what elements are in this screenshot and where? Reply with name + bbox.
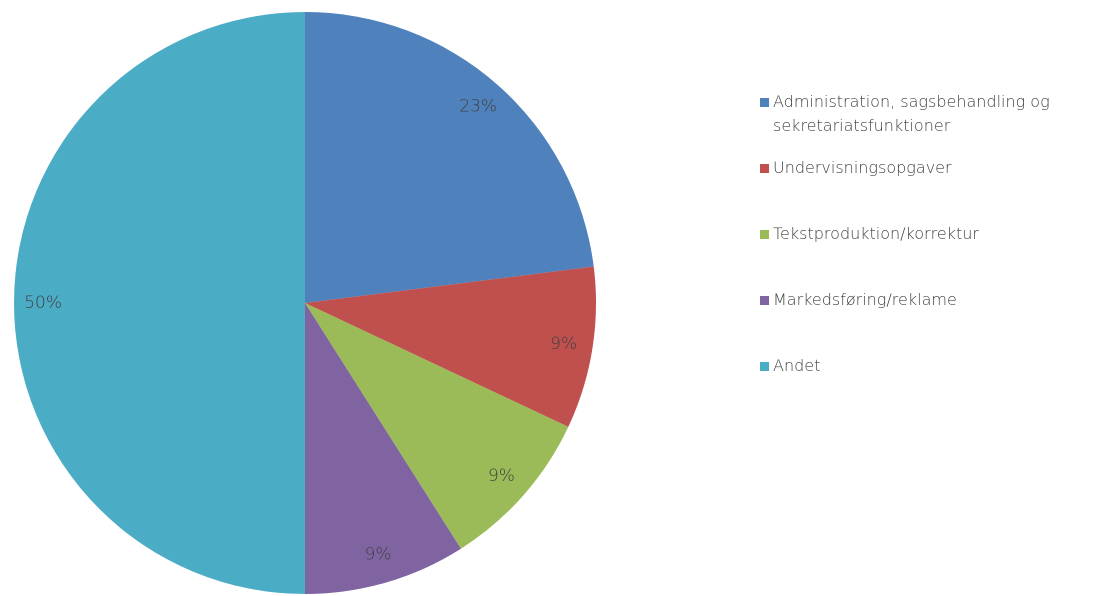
value-label: 9% [365,545,392,565]
legend-swatch [760,98,769,107]
value-label: 9% [488,466,515,486]
legend: Administration, sagsbehandling og sekret… [760,92,1090,422]
pie-slice [14,12,305,594]
value-label: 50% [24,293,62,313]
legend-swatch [760,164,769,173]
legend-item: Administration, sagsbehandling og sekret… [760,92,1090,158]
legend-label: Administration, sagsbehandling og sekret… [773,92,1050,135]
legend-label: Andet [773,356,821,375]
value-label: 23% [459,97,497,117]
legend-label: Markedsføring/reklame [773,290,957,309]
pie-slice [305,12,594,303]
legend-item: Andet [760,356,1090,422]
legend-item: Undervisningsopgaver [760,158,1090,224]
pie-slice [305,303,461,594]
legend-swatch [760,230,769,239]
value-label: 9% [550,334,577,354]
legend-label: Tekstproduktion/korrektur [773,224,979,243]
legend-label: Undervisningsopgaver [773,158,952,177]
legend-swatch [760,296,769,305]
legend-item: Markedsføring/reklame [760,290,1090,356]
legend-swatch [760,362,769,371]
pie-slice [305,303,569,549]
pie-slice [305,266,596,427]
legend-item: Tekstproduktion/korrektur [760,224,1090,290]
